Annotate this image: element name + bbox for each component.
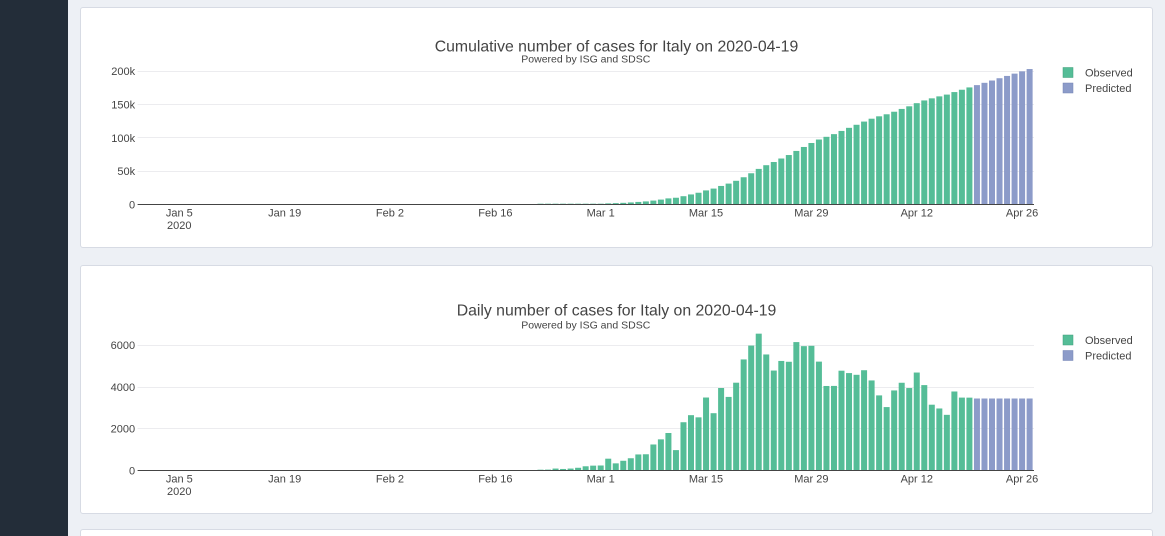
svg-text:Mar 15: Mar 15 — [689, 474, 723, 486]
svg-text:Observed: Observed — [1085, 68, 1133, 80]
svg-text:2020: 2020 — [167, 220, 191, 232]
svg-text:Powered by ISG and SDSC: Powered by ISG and SDSC — [521, 54, 650, 66]
svg-text:50k: 50k — [117, 166, 135, 178]
svg-text:Apr 12: Apr 12 — [901, 208, 933, 220]
svg-text:0: 0 — [129, 465, 135, 477]
svg-text:Jan 5: Jan 5 — [166, 208, 193, 220]
svg-text:Jan 19: Jan 19 — [268, 474, 301, 486]
svg-text:Feb 2: Feb 2 — [376, 208, 404, 220]
svg-text:Observed: Observed — [1085, 335, 1133, 347]
svg-text:Apr 26: Apr 26 — [1006, 208, 1038, 220]
svg-text:Feb 16: Feb 16 — [478, 474, 512, 486]
svg-text:Feb 16: Feb 16 — [478, 208, 512, 220]
svg-text:4000: 4000 — [111, 382, 135, 394]
svg-text:Cumulative number of cases for: Cumulative number of cases for Italy on … — [435, 39, 799, 56]
svg-text:200k: 200k — [111, 66, 135, 78]
svg-text:Mar 1: Mar 1 — [587, 208, 615, 220]
svg-text:2020: 2020 — [167, 486, 191, 498]
svg-text:Predicted: Predicted — [1085, 351, 1131, 363]
svg-text:0: 0 — [129, 199, 135, 211]
svg-text:Jan 19: Jan 19 — [268, 208, 301, 220]
svg-text:Mar 1: Mar 1 — [587, 474, 615, 486]
svg-text:150k: 150k — [111, 100, 135, 112]
svg-text:Apr 26: Apr 26 — [1006, 474, 1038, 486]
svg-text:Mar 29: Mar 29 — [794, 474, 828, 486]
svg-text:Daily number of cases for Ital: Daily number of cases for Italy on 2020-… — [457, 303, 777, 320]
svg-text:Jan 5: Jan 5 — [166, 474, 193, 486]
svg-text:Feb 2: Feb 2 — [376, 474, 404, 486]
svg-text:Predicted: Predicted — [1085, 83, 1131, 95]
svg-text:2000: 2000 — [111, 424, 135, 436]
svg-text:Mar 29: Mar 29 — [794, 208, 828, 220]
svg-text:Powered by ISG and SDSC: Powered by ISG and SDSC — [521, 320, 650, 332]
svg-text:Apr 12: Apr 12 — [901, 474, 933, 486]
svg-text:100k: 100k — [111, 133, 135, 145]
svg-text:Mar 15: Mar 15 — [689, 208, 723, 220]
svg-text:6000: 6000 — [111, 340, 135, 352]
